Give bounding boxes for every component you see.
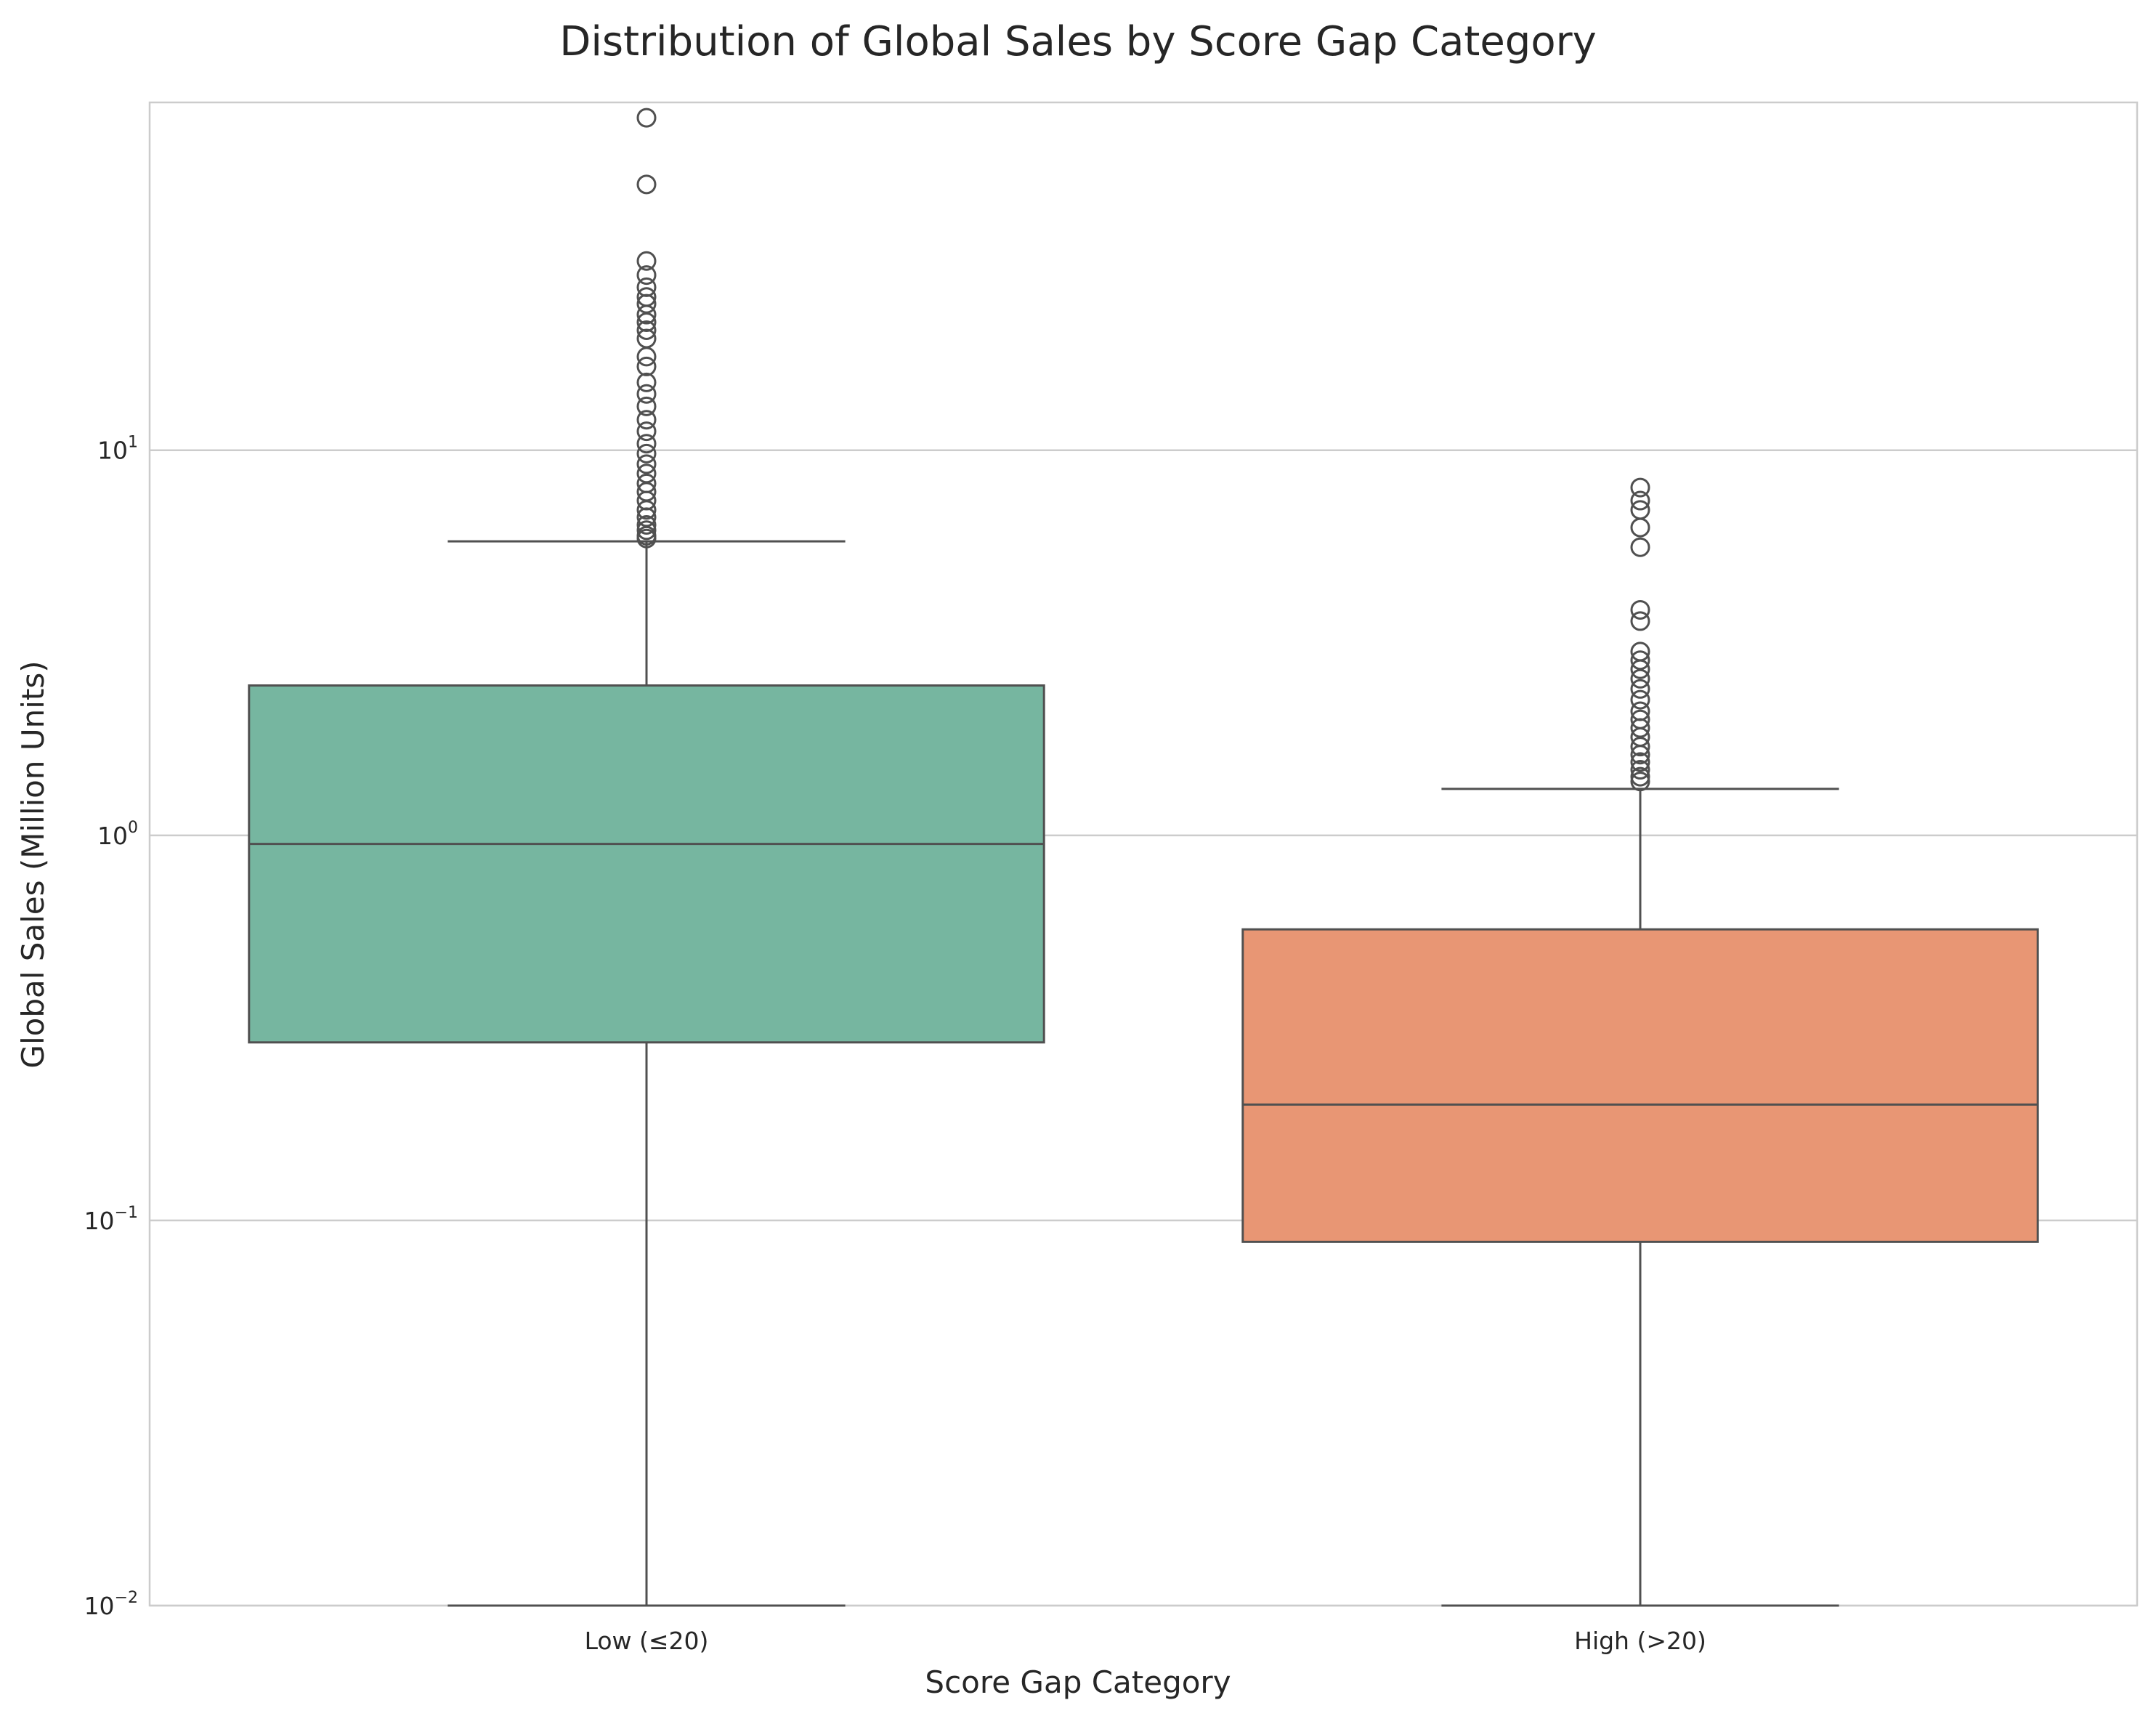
outlier-point bbox=[1630, 745, 1650, 765]
outlier-point bbox=[636, 500, 657, 520]
y-tick-exponent: −2 bbox=[115, 1589, 138, 1607]
y-tick-label: 100 bbox=[97, 819, 138, 850]
outlier-point bbox=[1630, 599, 1650, 620]
y-tick-label: 101 bbox=[97, 434, 138, 465]
boxplot-group bbox=[1241, 477, 2039, 1607]
outlier-point bbox=[636, 454, 657, 474]
outlier-point bbox=[636, 251, 657, 271]
outlier-point bbox=[636, 514, 657, 535]
outlier-point bbox=[636, 304, 657, 325]
x-tick-label: Low (≤20) bbox=[585, 1627, 709, 1655]
outlier-point bbox=[636, 528, 657, 549]
y-tick-base: 10 bbox=[84, 1207, 115, 1235]
y-tick-base: 10 bbox=[97, 822, 128, 850]
box-layer bbox=[248, 108, 2039, 1607]
box-iqr bbox=[1241, 928, 2039, 1243]
boxplot-group bbox=[248, 108, 1045, 1607]
outlier-point bbox=[1630, 477, 1650, 498]
outlier-point bbox=[1630, 772, 1650, 792]
y-tick-label: 10−2 bbox=[84, 1589, 138, 1620]
outlier-point bbox=[636, 320, 657, 340]
outlier-point bbox=[636, 265, 657, 286]
outlier-point bbox=[636, 520, 657, 541]
y-tick-exponent: −1 bbox=[115, 1204, 138, 1222]
outlier-point bbox=[636, 396, 657, 416]
outlier-point bbox=[1630, 766, 1650, 787]
outlier-point bbox=[636, 347, 657, 367]
y-axis-label: Global Sales (Million Units) bbox=[15, 660, 51, 1068]
outlier-point bbox=[1630, 517, 1650, 538]
outlier-point bbox=[1630, 752, 1650, 772]
outlier-point bbox=[1630, 668, 1650, 689]
y-tick-exponent: 1 bbox=[128, 434, 138, 452]
x-axis-label: Score Gap Category bbox=[925, 1664, 1231, 1700]
y-tick-label: 10−1 bbox=[84, 1204, 138, 1235]
box-iqr bbox=[248, 684, 1045, 1044]
y-tick-exponent: 0 bbox=[128, 819, 138, 837]
outlier-point bbox=[1630, 537, 1650, 557]
outlier-point bbox=[1630, 679, 1650, 699]
plot-frame bbox=[148, 101, 2139, 1607]
outlier-point bbox=[636, 443, 657, 464]
outlier-point bbox=[1630, 490, 1650, 511]
outlier-point bbox=[636, 108, 657, 128]
outlier-point bbox=[1630, 737, 1650, 757]
y-tick-base: 10 bbox=[84, 1592, 115, 1620]
outlier-point bbox=[1630, 760, 1650, 780]
chart-title: Distribution of Global Sales by Score Ga… bbox=[559, 18, 1597, 65]
outlier-point bbox=[1630, 650, 1650, 671]
outlier-point bbox=[1630, 611, 1650, 631]
outlier-point bbox=[636, 372, 657, 392]
outlier-point bbox=[1630, 659, 1650, 679]
outlier-point bbox=[636, 434, 657, 454]
y-tick-base: 10 bbox=[97, 437, 128, 465]
outlier-point bbox=[636, 421, 657, 442]
outlier-point bbox=[636, 312, 657, 332]
outlier-point bbox=[1630, 718, 1650, 738]
outlier-point bbox=[636, 174, 657, 195]
outlier-point bbox=[636, 384, 657, 404]
x-tick-label: High (>20) bbox=[1574, 1627, 1706, 1655]
outlier-point bbox=[636, 410, 657, 430]
outlier-point bbox=[636, 356, 657, 376]
outlier-point bbox=[1630, 689, 1650, 710]
